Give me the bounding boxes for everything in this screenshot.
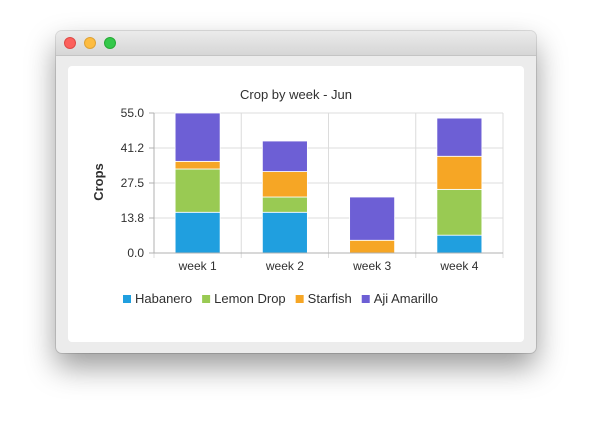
bar-segment-starfish [349,239,396,254]
bar-segment-habanero [174,211,221,254]
y-tick-label: 55.0 [121,106,145,120]
bar-segment-aji-amarillo [174,112,221,162]
legend-label-starfish: Starfish [308,291,352,306]
y-axis-title: Crops [91,163,106,201]
bar-stacks [174,112,483,254]
maximize-window-button[interactable] [104,37,116,49]
chart-title: Crop by week - Jun [240,87,352,102]
bar-segment-lemon-drop [436,188,483,236]
y-tick-label: 27.5 [121,176,145,190]
bar-segment-aji-amarillo [349,196,396,241]
stacked-bar-chart: 0.0 13.8 27.5 41.2 55.0 week 1 week 2 week 3 wee… [91,87,504,306]
bar-segment-starfish [174,160,221,170]
bar-segment-habanero [436,234,483,254]
bar-segment-habanero [261,211,308,254]
y-tick-label: 41.2 [121,141,145,155]
bar-segment-aji-amarillo [436,117,483,157]
minimize-window-button[interactable] [84,37,96,49]
app-window: 0.0 13.8 27.5 41.2 55.0 week 1 week 2 week 3 wee… [56,31,536,353]
x-tick-label: week 1 [178,259,217,273]
legend-swatch-aji-amarillo [361,295,370,303]
bar-segment-lemon-drop [261,196,308,213]
close-window-button[interactable] [64,37,76,49]
legend-swatch-habanero [123,295,131,303]
legend: Habanero Lemon Drop Starfish Aji Amarillo [123,291,438,306]
y-tick-label: 0.0 [127,246,144,260]
y-tick-label: 13.8 [121,211,145,225]
axes: 0.0 13.8 27.5 41.2 55.0 week 1 week 2 week 3 wee… [121,106,503,273]
title-bar [56,31,536,56]
x-tick-label: week 2 [265,259,304,273]
legend-swatch-lemon-drop [202,295,211,303]
legend-label-habanero: Habanero [135,291,192,306]
x-tick-label: week 3 [352,259,391,273]
legend-label-aji-amarillo: Aji Amarillo [374,291,438,306]
bar-segment-lemon-drop [174,168,221,213]
bar-segment-starfish [261,171,308,198]
bar-segment-aji-amarillo [261,140,308,172]
legend-swatch-starfish [295,295,304,303]
legend-label-lemon-drop: Lemon Drop [214,291,286,306]
x-tick-label: week 4 [439,259,478,273]
chart-panel: 0.0 13.8 27.5 41.2 55.0 week 1 week 2 week 3 wee… [68,66,524,342]
bar-segment-starfish [436,155,483,190]
